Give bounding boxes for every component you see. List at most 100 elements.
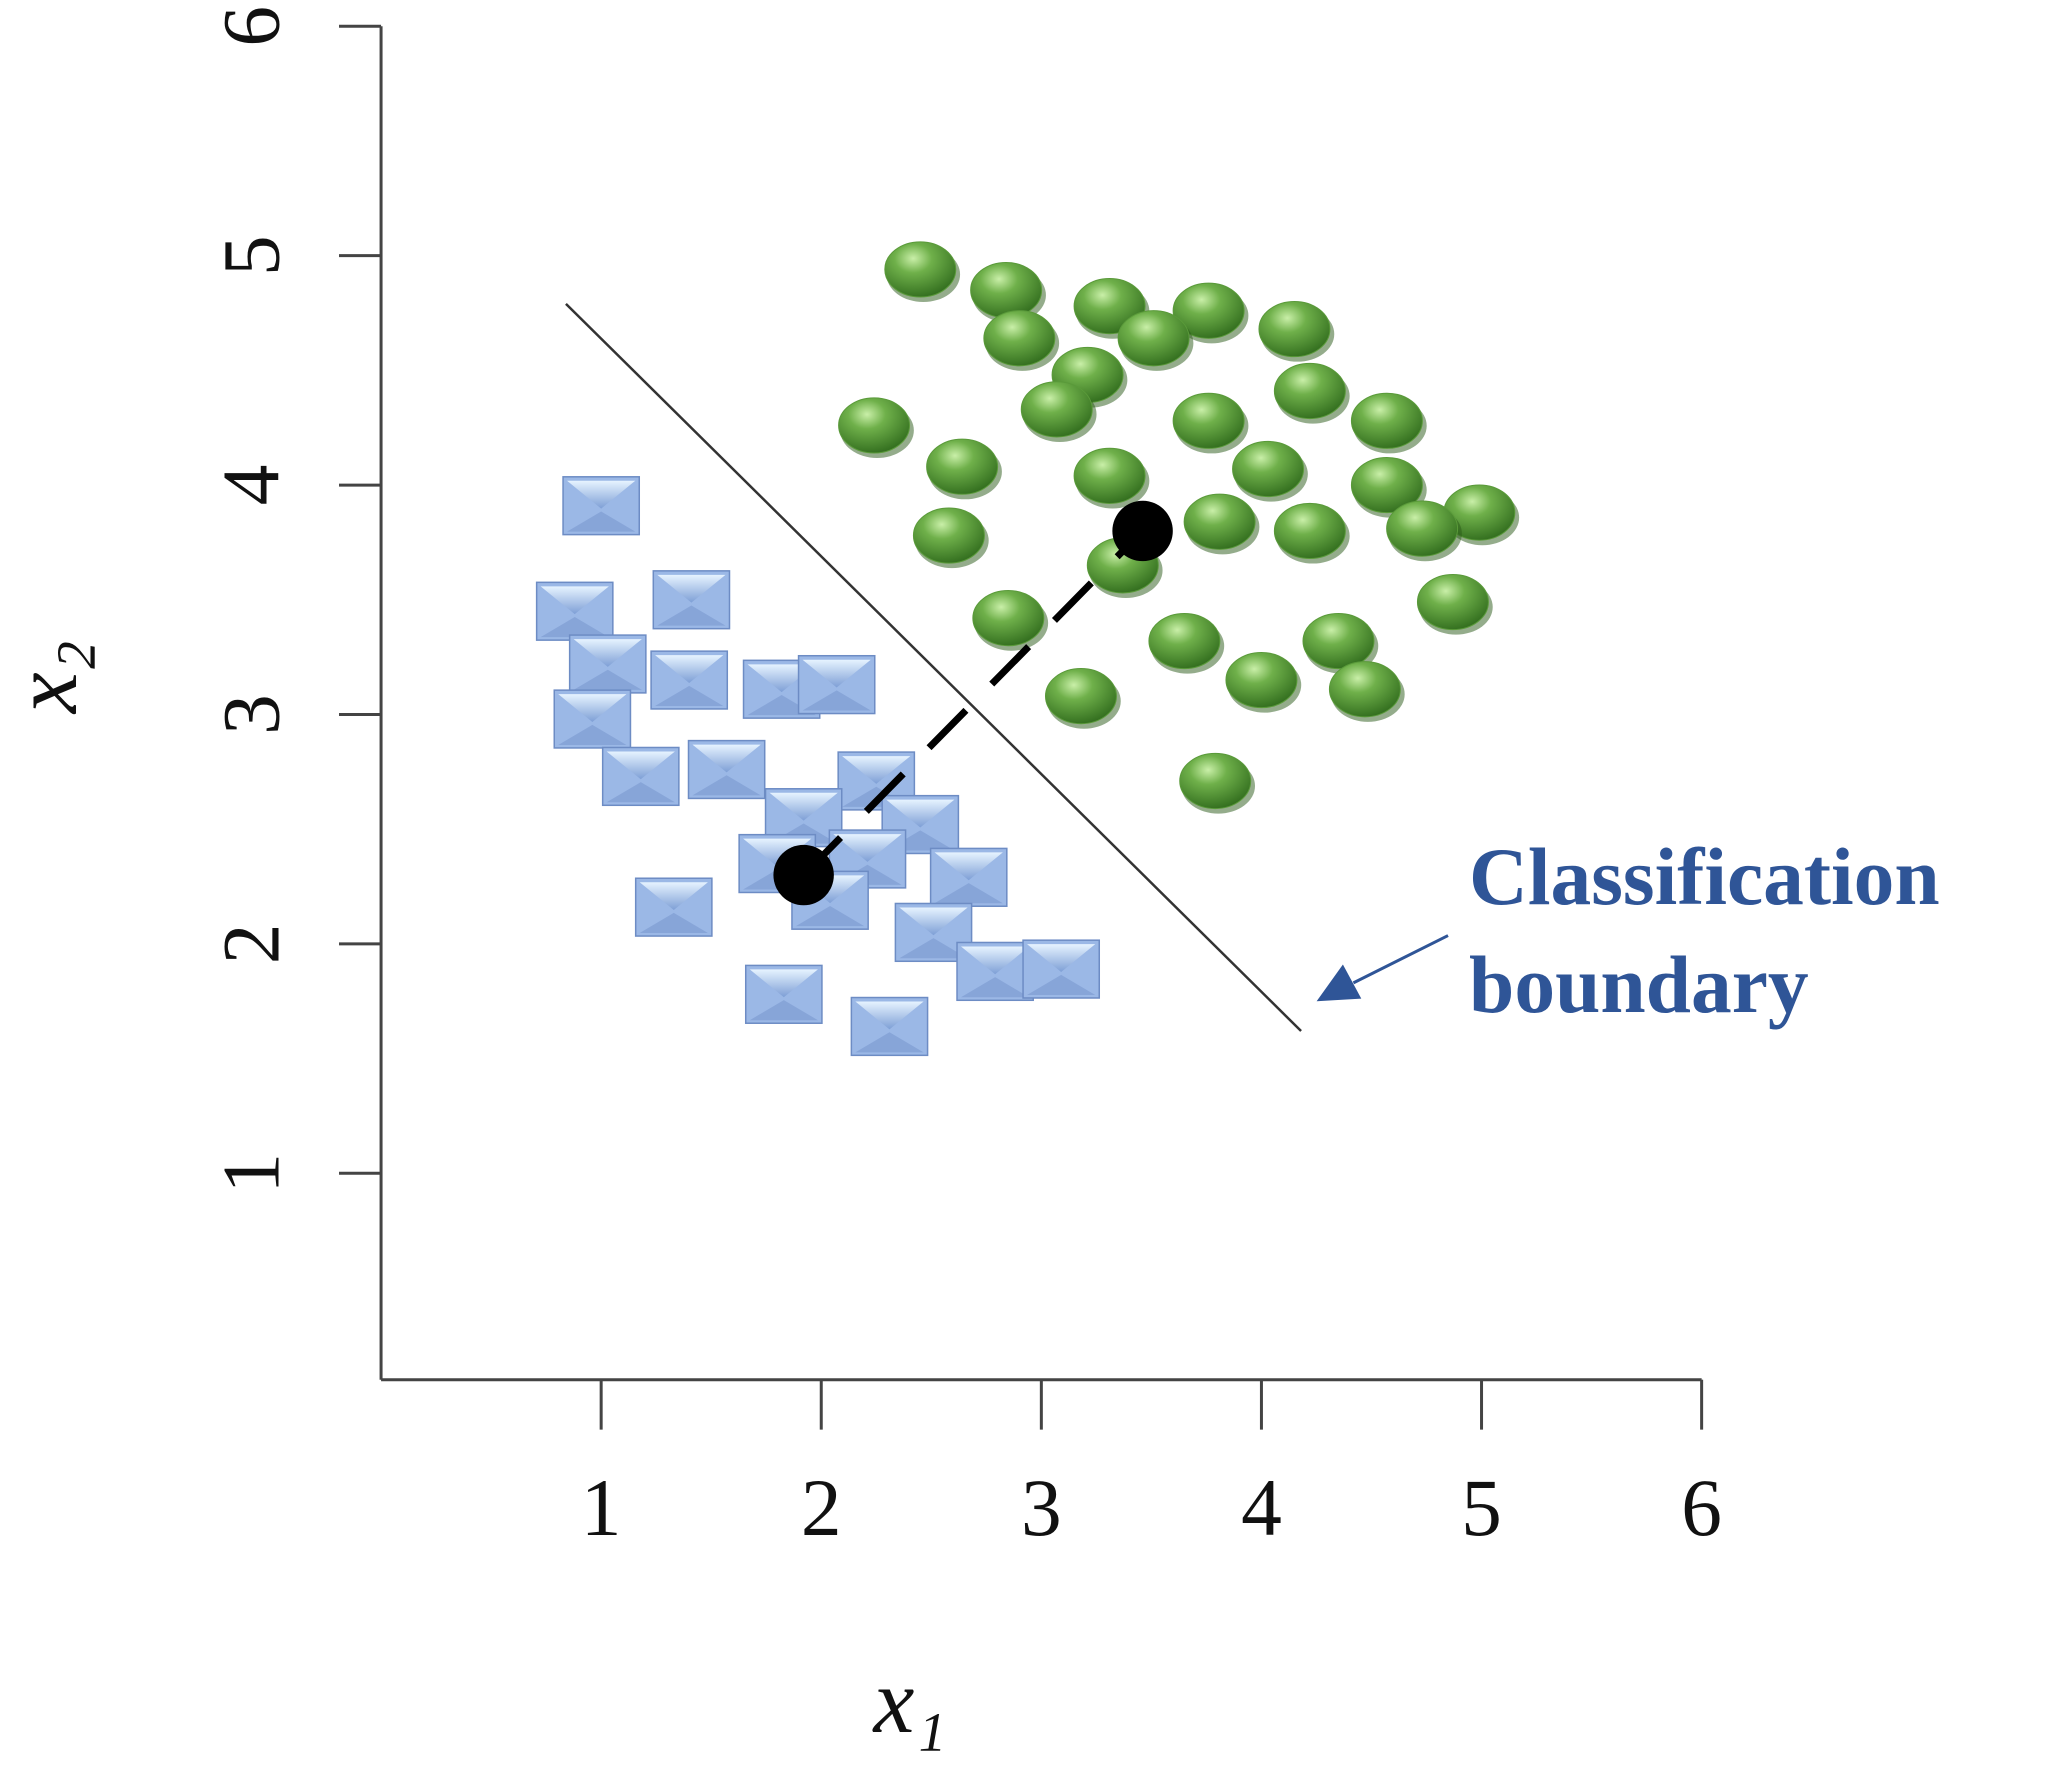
point — [1232, 440, 1308, 502]
point — [972, 590, 1049, 651]
y-axis-label: x₂ — [0, 640, 96, 715]
point-bevel — [833, 834, 902, 862]
point — [970, 261, 1046, 323]
x-tick-label: 3 — [1021, 1462, 1062, 1553]
point — [1073, 447, 1150, 509]
point-body — [1350, 456, 1423, 514]
point — [1350, 392, 1427, 454]
point-body — [884, 241, 957, 298]
point — [1386, 500, 1462, 562]
point-bevel — [855, 1001, 924, 1030]
point — [1172, 282, 1249, 344]
point-body — [1232, 440, 1305, 498]
x-axis-label: x₁ — [872, 1650, 947, 1752]
point-bevel — [639, 882, 708, 911]
point — [744, 964, 823, 1024]
point-bevel — [802, 659, 871, 688]
point — [894, 902, 973, 963]
point — [1273, 362, 1350, 424]
point-bevel — [573, 639, 642, 667]
x-tick-label: 1 — [581, 1462, 622, 1553]
point-body — [1117, 310, 1190, 367]
point-bevel-dark — [795, 906, 865, 927]
point — [884, 241, 961, 303]
point-body — [1386, 500, 1459, 557]
point-body — [1273, 362, 1346, 420]
point-bevel — [749, 969, 818, 998]
point — [1273, 502, 1350, 564]
point-body — [1273, 502, 1346, 560]
point — [634, 877, 713, 937]
point — [838, 397, 914, 459]
point-bevel — [769, 792, 838, 821]
centroid — [1112, 500, 1173, 562]
point-bevel-dark — [655, 685, 724, 706]
point — [1258, 300, 1335, 362]
point — [562, 476, 641, 536]
point-bevel-dark — [855, 1032, 924, 1053]
point-body — [1172, 282, 1245, 339]
point-body — [1073, 447, 1146, 504]
point — [568, 634, 647, 694]
point — [1172, 392, 1249, 454]
point — [850, 996, 929, 1057]
point-bevel-dark — [567, 511, 636, 532]
point — [912, 507, 989, 569]
point — [1022, 939, 1101, 999]
point — [956, 941, 1034, 1002]
point — [553, 689, 632, 749]
point-bevel-dark — [639, 912, 708, 934]
point-body — [1350, 392, 1423, 449]
point — [1148, 612, 1225, 674]
classification-boundary — [565, 302, 1302, 1032]
centroid-link — [801, 528, 1146, 878]
point — [926, 438, 1002, 500]
point-body — [1328, 661, 1401, 718]
point — [687, 739, 766, 800]
point-bevel-dark — [802, 690, 871, 711]
point — [601, 746, 680, 807]
point — [1179, 752, 1256, 814]
point — [1416, 573, 1493, 635]
point-bevel-dark — [1027, 974, 1096, 995]
point-bevel-dark — [692, 775, 761, 796]
point-bevel-dark — [657, 605, 726, 626]
point-bevel — [1027, 944, 1096, 972]
point-body — [1258, 300, 1331, 358]
point-bevel — [655, 655, 724, 683]
point — [797, 654, 876, 715]
y-tick-label: 2 — [206, 923, 297, 964]
annotation-text: Classification — [1469, 831, 1940, 922]
point-bevel — [606, 751, 675, 780]
point-body — [1044, 668, 1117, 725]
point-bevel — [934, 852, 1003, 881]
point-body — [838, 397, 911, 454]
point-body — [970, 261, 1043, 319]
point — [1183, 493, 1260, 555]
point-body — [1172, 392, 1245, 449]
point-bevel — [540, 586, 609, 615]
y-tick-label: 3 — [206, 694, 297, 735]
annotation-text: boundary — [1469, 939, 1809, 1030]
point-bevel-dark — [573, 669, 642, 690]
x-tick-label: 6 — [1681, 1462, 1722, 1553]
point — [1225, 651, 1302, 713]
point-bevel — [567, 480, 636, 509]
point-body — [1179, 752, 1252, 810]
point-body — [972, 590, 1045, 647]
point-bevel-dark — [961, 977, 1030, 998]
x-tick-label: 4 — [1241, 1462, 1282, 1553]
point — [1328, 661, 1405, 722]
point — [1302, 612, 1379, 674]
y-tick-label: 4 — [206, 465, 297, 506]
point-body — [1225, 651, 1298, 709]
point — [983, 310, 1060, 371]
point-body — [1416, 573, 1489, 631]
centroid — [773, 844, 834, 906]
point-bevel — [842, 756, 911, 784]
point-bevel — [886, 799, 955, 828]
point — [650, 650, 729, 710]
point-bevel — [692, 744, 761, 773]
x-tick-label: 2 — [801, 1462, 842, 1553]
